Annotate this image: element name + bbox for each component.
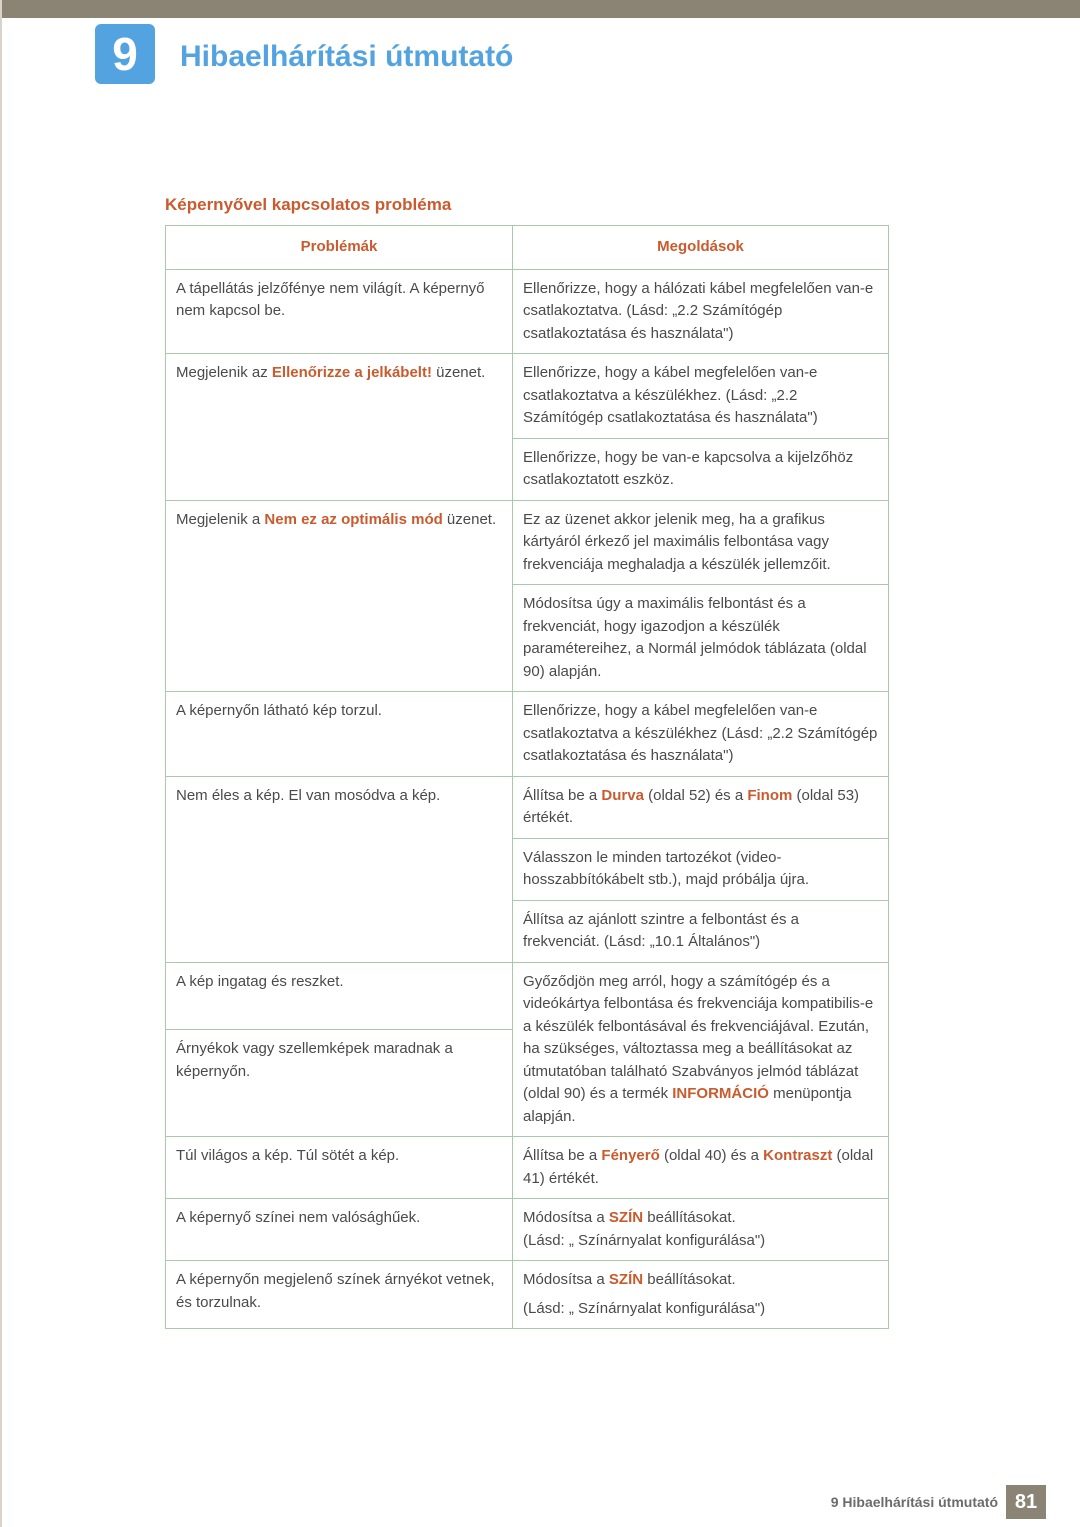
solution-cell: Módosítsa a SZÍN beállításokat. (Lásd: „…: [513, 1261, 889, 1329]
text: Állítsa be a: [523, 787, 601, 804]
solution-cell: Állítsa az ajánlott szintre a felbontást…: [513, 900, 889, 962]
text: (oldal 40) és a: [660, 1147, 763, 1164]
chapter-number-badge: 9: [95, 24, 155, 84]
solution-cell: Ellenőrizze, hogy a kábel megfelelően va…: [513, 692, 889, 777]
problem-cell: A képernyőn látható kép torzul.: [166, 692, 513, 777]
text: beállításokat.: [643, 1209, 736, 1226]
footer-text: 9 Hibaelhárítási útmutató: [831, 1494, 998, 1510]
solution-cell: Módosítsa a SZÍN beállításokat. (Lásd: „…: [513, 1199, 889, 1261]
text: üzenet.: [432, 364, 485, 381]
problem-cell: A tápellátás jelzőfénye nem világít. A k…: [166, 269, 513, 354]
problem-cell: Túl világos a kép. Túl sötét a kép.: [166, 1137, 513, 1199]
problem-cell: A képernyőn megjelenő színek árnyékot ve…: [166, 1261, 513, 1329]
text: Megjelenik az: [176, 364, 272, 381]
problem-cell: Megjelenik az Ellenőrizze a jelkábelt! ü…: [166, 354, 513, 501]
solution-cell: Győződjön meg arról, hogy a számítógép é…: [513, 962, 889, 1137]
accent-text: Fényerő: [601, 1147, 659, 1164]
problem-cell: A képernyő színei nem valósághűek.: [166, 1199, 513, 1261]
side-strip: [0, 0, 2, 1527]
problem-cell: Nem éles a kép. El van mosódva a kép.: [166, 776, 513, 962]
accent-text: Ellenőrizze a jelkábelt!: [272, 364, 432, 381]
text: (oldal 52) és a: [644, 787, 747, 804]
text: Megjelenik a: [176, 511, 264, 528]
text: Módosítsa a: [523, 1209, 609, 1226]
page-footer: 9 Hibaelhárítási útmutató 81: [831, 1485, 1046, 1519]
solution-cell: Állítsa be a Durva (oldal 52) és a Finom…: [513, 776, 889, 838]
troubleshooting-table: Problémák Megoldások A tápellátás jelzőf…: [165, 225, 889, 1329]
text: üzenet.: [443, 511, 496, 528]
text: Módosítsa a: [523, 1271, 609, 1288]
problem-cell: Árnyékok vagy szellemképek maradnak a ké…: [166, 1030, 513, 1137]
page-number: 81: [1006, 1485, 1046, 1519]
accent-text: Nem ez az optimális mód: [264, 511, 442, 528]
solution-cell: Válasszon le minden tartozékot (video-ho…: [513, 838, 889, 900]
solution-cell: Ellenőrizze, hogy a hálózati kábel megfe…: [513, 269, 889, 354]
accent-text: Kontraszt: [763, 1147, 832, 1164]
text: beállításokat.: [643, 1271, 736, 1288]
problem-cell: Megjelenik a Nem ez az optimális mód üze…: [166, 500, 513, 692]
solution-cell: Ellenőrizze, hogy be van-e kapcsolva a k…: [513, 438, 889, 500]
solution-cell: Ez az üzenet akkor jelenik meg, ha a gra…: [513, 500, 889, 585]
ref-text: (Lásd: „ Színárnyalat konfigurálása"): [523, 1300, 765, 1317]
solution-cell: Állítsa be a Fényerő (oldal 40) és a Kon…: [513, 1137, 889, 1199]
solution-cell: Ellenőrizze, hogy a kábel megfelelően va…: [513, 354, 889, 439]
accent-text: Finom: [747, 787, 792, 804]
text: Állítsa be a: [523, 1147, 601, 1164]
col-header-solutions: Megoldások: [513, 226, 889, 270]
accent-text: SZÍN: [609, 1271, 643, 1288]
solution-cell: Módosítsa úgy a maximális felbontást és …: [513, 585, 889, 692]
top-bar: [0, 0, 1080, 18]
ref-text: (Lásd: „ Színárnyalat konfigurálása"): [523, 1232, 765, 1249]
chapter-title: Hibaelhárítási útmutató: [180, 40, 513, 74]
accent-text: Durva: [601, 787, 644, 804]
section-title: Képernyővel kapcsolatos probléma: [165, 195, 451, 215]
accent-text: SZÍN: [609, 1209, 643, 1226]
accent-text: INFORMÁCIÓ: [672, 1085, 769, 1102]
col-header-problems: Problémák: [166, 226, 513, 270]
text: Győződjön meg arról, hogy a számítógép é…: [523, 973, 873, 1103]
problem-cell: A kép ingatag és reszket.: [166, 962, 513, 1030]
